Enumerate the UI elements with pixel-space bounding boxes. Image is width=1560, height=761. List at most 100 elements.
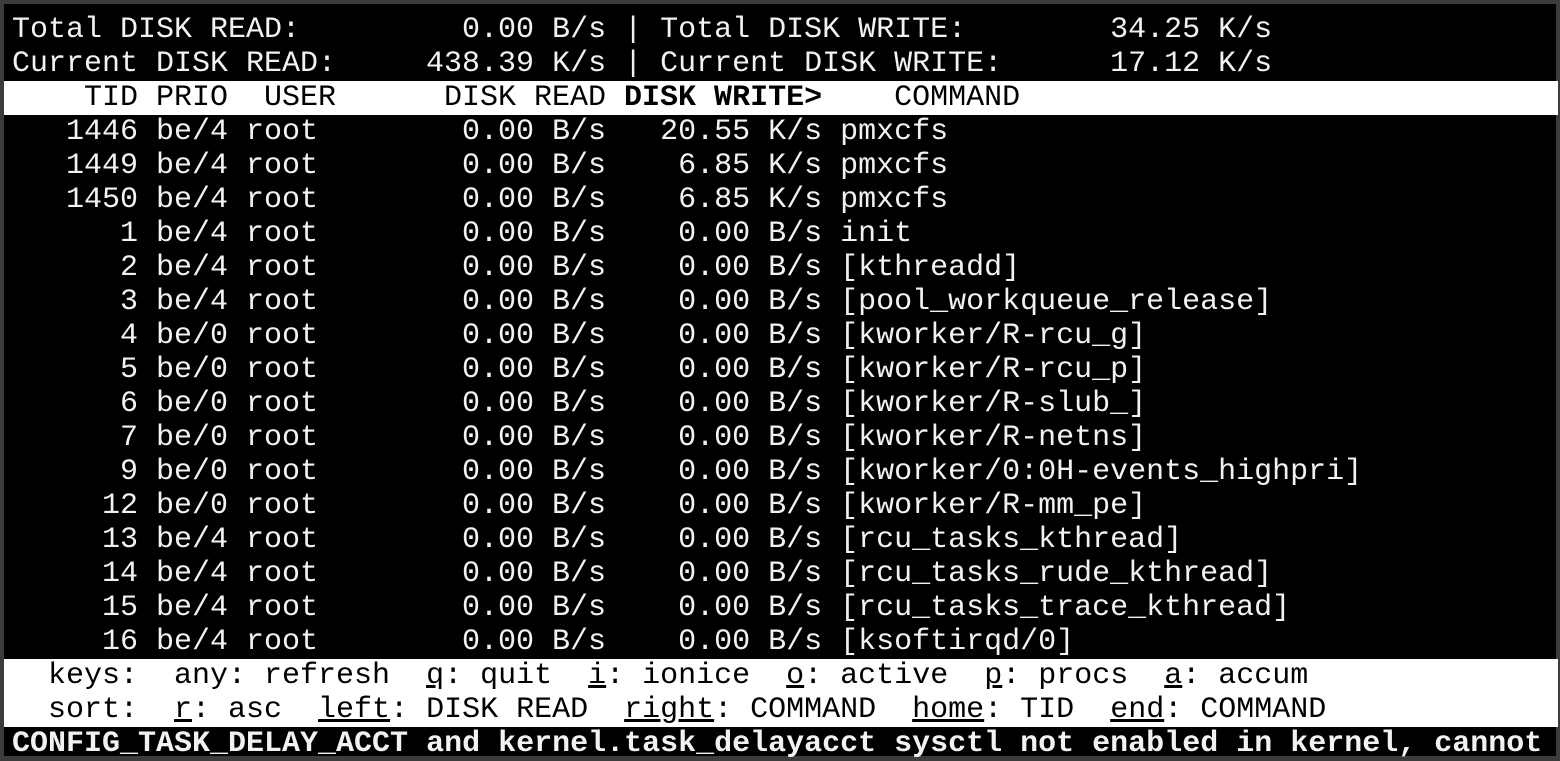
row-command: [pool_workqueue_release] <box>840 285 1273 319</box>
row-disk-write: 0.00 B/s <box>678 625 823 659</box>
row-user: root <box>246 523 319 557</box>
current-read-value: 438.39 K/s <box>426 47 607 81</box>
row-disk-read: 0.00 B/s <box>462 421 607 455</box>
table-row[interactable]: 13 be/4 root 0.00 B/s 0.00 B/s [rcu_tasks_… <box>12 523 1556 557</box>
total-write-label: Total DISK WRITE: <box>660 13 967 47</box>
row-user: root <box>246 387 319 421</box>
hotkey-p[interactable]: p: procs <box>984 659 1128 693</box>
hotkey-i[interactable]: i: ionice <box>588 659 750 693</box>
row-prio: be/4 <box>156 115 229 149</box>
hotkey-q[interactable]: q: quit <box>426 659 552 693</box>
row-command: [kworker/R-rcu_g] <box>840 319 1147 353</box>
column-disk-read[interactable]: DISK READ <box>444 81 607 115</box>
row-tid: 1449 <box>66 149 139 183</box>
footer-label: sort: <box>48 693 139 727</box>
row-disk-write: 0.00 B/s <box>678 557 823 591</box>
current-write-value: 17.12 K/s <box>1110 47 1273 81</box>
row-disk-write: 0.00 B/s <box>678 421 823 455</box>
table-row[interactable]: 1449 be/4 root 0.00 B/s 6.85 K/s pmxcfs <box>12 149 1556 183</box>
row-command: [kworker/R-rcu_p] <box>840 353 1147 387</box>
column-prio[interactable]: PRIO <box>156 81 229 115</box>
table-row[interactable]: 4 be/0 root 0.00 B/s 0.00 B/s [kworker/R-r… <box>12 319 1556 353</box>
row-disk-read: 0.00 B/s <box>462 387 607 421</box>
table-row[interactable]: 9 be/0 root 0.00 B/s 0.00 B/s [kworker/0:0… <box>12 455 1556 489</box>
hotkey-r[interactable]: r: asc <box>174 693 282 727</box>
table-row[interactable]: 6 be/0 root 0.00 B/s 0.00 B/s [kworker/R-s… <box>12 387 1556 421</box>
row-disk-write: 0.00 B/s <box>678 353 823 387</box>
row-disk-write: 20.55 K/s <box>660 115 823 149</box>
hotkey-desc: : quit <box>444 659 553 693</box>
row-prio: be/0 <box>156 421 229 455</box>
row-prio: be/4 <box>156 557 229 591</box>
table-row[interactable]: 12 be/0 root 0.00 B/s 0.00 B/s [kworker/R-… <box>12 489 1556 523</box>
table-row[interactable]: 1446 be/4 root 0.00 B/s 20.55 K/s pmxcfs <box>12 115 1556 149</box>
table-row[interactable]: 1450 be/4 root 0.00 B/s 6.85 K/s pmxcfs <box>12 183 1556 217</box>
column-user[interactable]: USER <box>264 81 337 115</box>
row-disk-write: 0.00 B/s <box>678 523 823 557</box>
row-disk-write: 0.00 B/s <box>678 285 823 319</box>
table-row[interactable]: 14 be/4 root 0.00 B/s 0.00 B/s [rcu_tasks_… <box>12 557 1556 591</box>
row-tid: 1446 <box>66 115 139 149</box>
hotkey-desc: : ionice <box>606 659 751 693</box>
row-disk-read: 0.00 B/s <box>462 625 607 659</box>
row-prio: be/0 <box>156 387 229 421</box>
row-user: root <box>246 319 319 353</box>
hotkey-home[interactable]: home: TID <box>912 693 1074 727</box>
row-command: [kthreadd] <box>840 251 1021 285</box>
row-command: [kworker/R-slub_] <box>840 387 1147 421</box>
row-tid: 5 <box>120 353 139 387</box>
row-prio: be/4 <box>156 183 229 217</box>
row-tid: 4 <box>120 319 139 353</box>
hotkey-end[interactable]: end: COMMAND <box>1110 693 1326 727</box>
hotkey-desc: : asc <box>192 693 283 727</box>
terminal-window[interactable]: Total DISK READ: 0.00 B/s | Total DISK WRI… <box>4 4 1558 761</box>
row-command: pmxcfs <box>840 115 949 149</box>
table-row[interactable]: 7 be/0 root 0.00 B/s 0.00 B/s [kworker/R-n… <box>12 421 1556 455</box>
table-row[interactable]: 1 be/4 root 0.00 B/s 0.00 B/s init <box>12 217 1556 251</box>
row-user: root <box>246 149 319 183</box>
column-tid[interactable]: TID <box>84 81 139 115</box>
row-prio: be/0 <box>156 353 229 387</box>
row-tid: 1 <box>120 217 139 251</box>
row-disk-read: 0.00 B/s <box>462 523 607 557</box>
table-row[interactable]: 3 be/4 root 0.00 B/s 0.00 B/s [pool_workqu… <box>12 285 1556 319</box>
row-tid: 13 <box>102 523 139 557</box>
column-disk-write[interactable]: DISK WRITE> <box>624 81 823 115</box>
row-tid: 15 <box>102 591 139 625</box>
row-command: [kworker/R-mm_pe] <box>840 489 1147 523</box>
table-row[interactable]: 15 be/4 root 0.00 B/s 0.00 B/s [rcu_tasks_… <box>12 591 1556 625</box>
table-row[interactable]: 5 be/0 root 0.00 B/s 0.00 B/s [kworker/R-r… <box>12 353 1556 387</box>
hotkey-any[interactable]: any: refresh <box>174 659 390 693</box>
row-user: root <box>246 421 319 455</box>
column-header: TID PRIO USER DISK READ DISK WRITE> COMMA… <box>4 81 1558 115</box>
row-tid: 16 <box>102 625 139 659</box>
hotkey-key: q <box>426 659 445 693</box>
hotkey-a[interactable]: a: accum <box>1164 659 1308 693</box>
hotkey-key: home <box>912 693 985 727</box>
total-read-value: 0.00 B/s <box>462 13 607 47</box>
row-command: [rcu_tasks_rude_kthread] <box>840 557 1273 591</box>
hotkey-o[interactable]: o: active <box>786 659 948 693</box>
hotkey-right[interactable]: right: COMMAND <box>624 693 876 727</box>
hotkey-left[interactable]: left: DISK READ <box>318 693 588 727</box>
hotkey-desc: : refresh <box>228 659 391 693</box>
hotkey-key: left <box>318 693 391 727</box>
row-prio: be/0 <box>156 319 229 353</box>
row-tid: 14 <box>102 557 139 591</box>
current-write-label: Current DISK WRITE: <box>660 47 1003 81</box>
row-disk-read: 0.00 B/s <box>462 149 607 183</box>
row-prio: be/4 <box>156 217 229 251</box>
hotkey-desc: : COMMAND <box>714 693 877 727</box>
row-user: root <box>246 251 319 285</box>
row-tid: 1450 <box>66 183 139 217</box>
table-row[interactable]: 2 be/4 root 0.00 B/s 0.00 B/s [kthreadd] <box>12 251 1556 285</box>
row-disk-read: 0.00 B/s <box>462 217 607 251</box>
column-command[interactable]: COMMAND <box>894 81 1021 115</box>
row-command: [rcu_tasks_trace_kthread] <box>840 591 1291 625</box>
hotkey-desc: : COMMAND <box>1164 693 1327 727</box>
table-row[interactable]: 16 be/4 root 0.00 B/s 0.00 B/s [ksoftirqd/… <box>12 625 1556 659</box>
row-user: root <box>246 217 319 251</box>
row-user: root <box>246 455 319 489</box>
hotkey-desc: : active <box>804 659 949 693</box>
row-user: root <box>246 183 319 217</box>
